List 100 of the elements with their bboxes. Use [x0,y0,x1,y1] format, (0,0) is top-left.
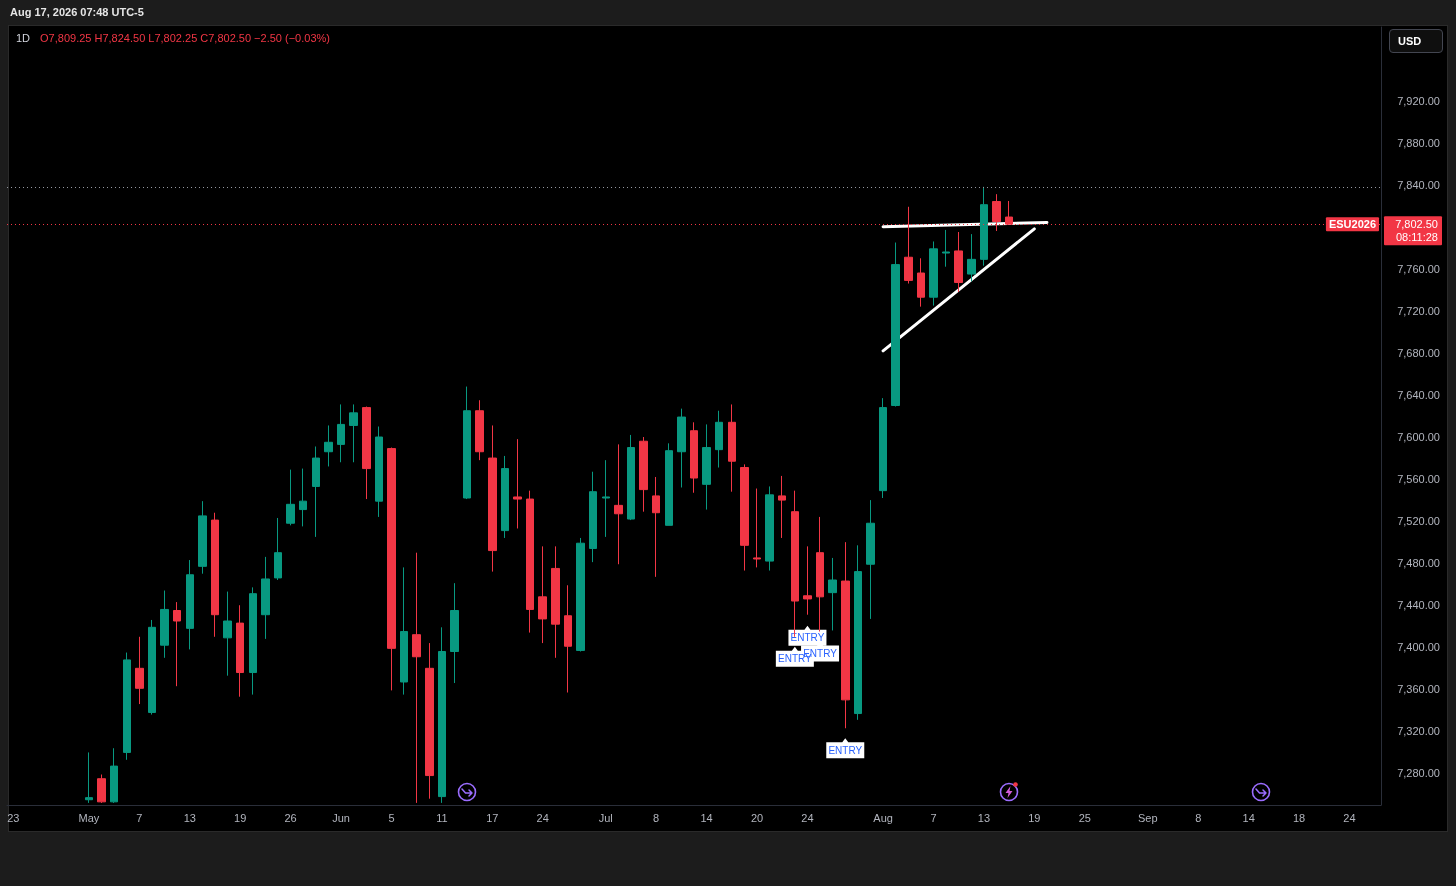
candlestick [160,590,169,659]
x-tick-label: 5 [388,811,395,824]
candlestick [942,229,950,268]
candlestick [513,438,522,529]
text: Aug 17, 2026 07:48 UTC-5 [10,6,144,18]
candlestick [677,408,686,488]
x-tick-label: Jun [332,811,350,824]
x-tick-label: 13 [183,811,196,824]
candlestick [475,399,484,461]
chart-subtitle: O7,809.25 H7,824.50 L7,802.25 C7,802.50 −2.50 (−0.03%) [40,32,330,44]
candlestick [362,406,371,500]
candlestick [538,545,547,644]
x-tick-label: Sep [1138,811,1158,824]
candlestick [690,421,698,494]
candlestick [412,552,421,804]
candlestick [702,423,711,511]
candlestick [526,490,534,634]
y-tick-label: 7,400.00 [1397,641,1440,654]
candlestick [312,445,320,538]
candlestick [110,747,118,804]
candlestick [349,403,358,463]
candlestick [501,455,509,539]
candlestick [967,233,976,282]
candlestick [891,242,900,408]
candlestick [249,586,257,696]
candlestick [223,591,232,677]
x-tick-label: 24 [536,811,549,824]
x-tick-label: 24 [1343,811,1356,824]
y-tick-label: 7,760.00 [1397,262,1440,275]
y-tick-label: 7,320.00 [1397,725,1440,738]
candlestick [665,442,673,526]
y-tick-label: 7,640.00 [1397,388,1440,401]
candlestick [123,652,131,761]
x-tick-label: Jul [598,811,613,824]
candlestick [866,499,875,620]
candlestick [324,424,333,467]
candlestick [148,619,156,716]
candlestick [816,516,824,633]
candlestick [753,488,761,568]
candlestick [602,459,610,538]
candlestick [639,436,648,513]
candlestick [299,468,307,527]
candlestick [929,240,938,307]
candlestick [375,426,383,518]
y-tick-label: 7,720.00 [1397,304,1440,317]
candlestick [954,231,963,293]
candlestick [564,584,572,694]
candlestick [589,471,597,563]
candlestick [274,517,282,581]
candlestick [980,186,988,267]
ref-line-label: ESU2026 [1328,218,1376,231]
candlestick [854,544,862,721]
x-tick-label: 13 [977,811,991,824]
candlestick [652,476,660,578]
x-tick-label: 14 [1242,811,1255,824]
candlestick [728,403,736,493]
candlestick [803,545,812,616]
x-tick-label: 11 [436,811,448,824]
candlestick [841,541,850,729]
text: 7,802.50 [1395,218,1438,231]
y-tick-label: 7,440.00 [1397,599,1440,612]
candlestick [828,557,837,631]
candlestick [211,512,219,638]
candlestick [261,556,270,640]
x-tick-label: 24 [801,811,814,824]
x-tick-label: 23 [7,811,20,824]
candlestick [917,257,925,308]
x-tick-label: 25 [1078,811,1091,824]
candlestick [286,469,295,526]
candlestick [337,403,345,463]
y-tick-label: 7,600.00 [1397,431,1440,444]
x-tick-label: 7 [136,811,143,824]
candlestick [186,559,194,650]
candlestick [879,397,887,499]
x-tick-label: 8 [653,811,660,824]
candlestick [438,626,446,804]
x-tick-label: Aug [873,811,893,824]
candlestick [173,601,181,687]
candlestick [387,447,396,691]
candlestick [463,386,471,500]
candlestick [85,751,93,804]
candlestick [400,566,408,696]
candlestick [740,463,749,572]
y-tick-label: 7,560.00 [1397,473,1440,486]
candlestick [627,434,635,521]
candlestick [488,424,497,573]
x-tick-label: 7 [930,811,937,824]
chart-title: 1D [16,32,31,44]
candlestick [614,443,623,565]
x-tick-label: 8 [1195,811,1202,824]
y-tick-label: 7,360.00 [1397,683,1440,696]
text: 08:11:28 [1395,231,1438,244]
candlestick [551,545,560,659]
y-tick-label: 7,880.00 [1397,136,1440,149]
x-tick-label: 17 [486,811,499,824]
x-tick-label: 14 [700,811,713,824]
candlestick [135,636,144,705]
x-tick-label: May [78,811,100,824]
candlestick [236,604,244,698]
currency-button: USD [1389,29,1443,53]
